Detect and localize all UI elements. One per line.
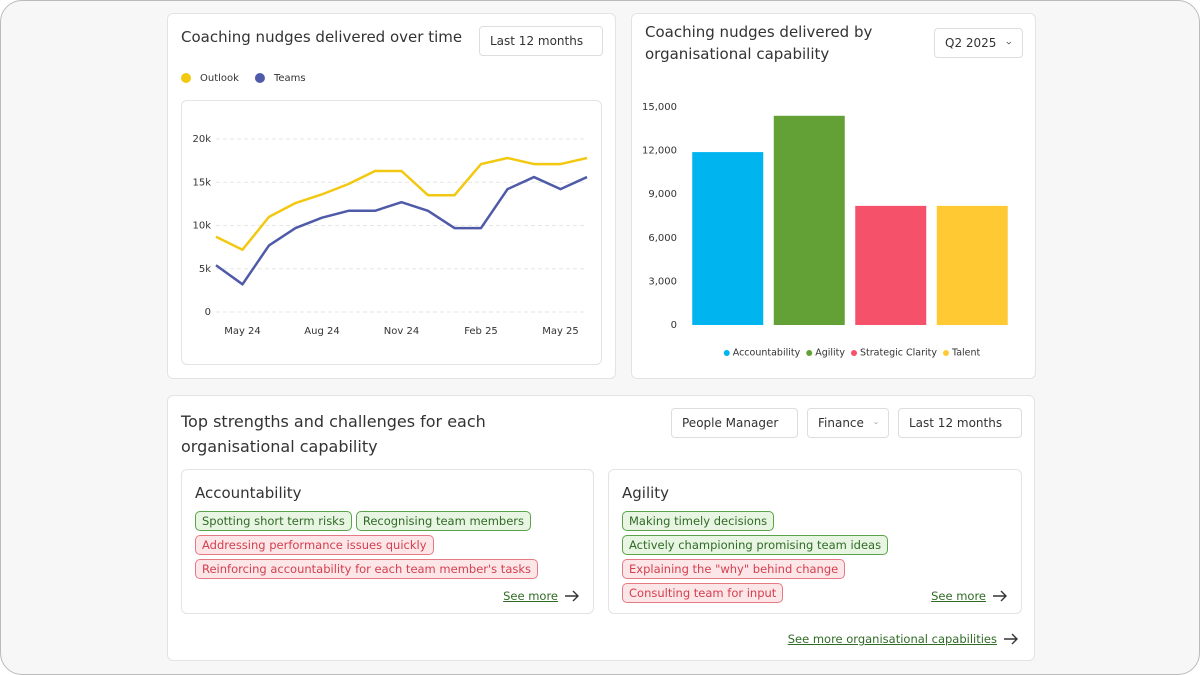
pills: Spotting short term risks Recognising tea… [195, 511, 580, 579]
y-tick-label: 20k [192, 134, 211, 145]
bar [692, 152, 764, 325]
challenge-pill: Reinforcing accountability for each team… [195, 559, 539, 579]
see-more-link[interactable]: See more [503, 589, 580, 603]
link-text: See more [503, 589, 558, 603]
capability-name: Agility [622, 484, 670, 502]
challenge-pill: Consulting team for input [622, 583, 784, 603]
link-text: See more organisational capabilities [787, 632, 997, 646]
y-tick-label: 6,000 [648, 233, 677, 244]
dropdown-label: Last 12 months [909, 416, 1003, 430]
legend-label: Talent [951, 348, 981, 359]
dropdown-label: Last 12 months [490, 34, 584, 48]
legend-label: Outlook [200, 73, 239, 84]
x-tick-label: May 25 [542, 326, 579, 337]
dropdown[interactable]: People Manager [671, 408, 798, 438]
bar [855, 205, 927, 325]
arrow [993, 590, 1007, 602]
see-more-capabilities-link[interactable]: See more organisational capabilities [788, 632, 1019, 646]
x-tick-label: Aug 24 [304, 326, 339, 337]
dropdown[interactable]: Finance [807, 408, 889, 438]
link-text: See more [931, 589, 986, 603]
capability-card: Accountability Spotting short term risks R… [181, 469, 594, 614]
dropdown[interactable]: Last 12 months [479, 26, 603, 56]
y-tick-label: 3,000 [648, 276, 677, 287]
challenge-pill: Explaining the "why" behind change [622, 559, 846, 579]
y-tick-label: 0 [671, 320, 677, 331]
chevron [1007, 41, 1012, 45]
dropdown-label: Q2 2025 [945, 36, 997, 50]
line-series [215, 175, 588, 286]
y-tick-label: 12,000 [642, 146, 677, 157]
see-more-link[interactable]: See more [931, 589, 1008, 603]
line-card [167, 13, 616, 379]
legend-dot [254, 73, 265, 83]
line-series [215, 156, 588, 251]
dropdown-label: Finance [818, 416, 864, 430]
dropdown-label: People Manager [682, 416, 779, 430]
legend-dot [723, 350, 730, 356]
x-tick-label: May 24 [224, 326, 261, 337]
y-tick-label: 5k [199, 264, 211, 275]
legend-dot [181, 73, 191, 83]
legend-dot [942, 350, 949, 356]
strength-pill: Making timely decisions [622, 511, 775, 531]
y-tick-label: 10k [192, 221, 211, 232]
legend-label: Strategic Clarity [860, 348, 937, 359]
bar [773, 115, 845, 325]
bar [936, 205, 1008, 325]
y-tick-label: 15,000 [642, 102, 677, 113]
x-tick-label: Nov 24 [384, 326, 419, 337]
dropdown[interactable]: Q2 2025 [934, 28, 1023, 58]
arrow [565, 590, 579, 602]
legend-label: Teams [273, 73, 306, 84]
capability-card: Agility Making timely decisions Actively c… [608, 469, 1022, 614]
capabilities-title: Top strengths and challenges for each or… [181, 412, 486, 456]
strength-pill: Recognising team members [355, 511, 532, 531]
dropdown[interactable]: Last 12 months [898, 408, 1022, 438]
challenge-pill: Addressing performance issues quickly [195, 535, 434, 555]
chevron [874, 422, 878, 425]
strength-pill: Spotting short term risks [195, 511, 352, 531]
legend-dot [806, 350, 813, 356]
y-tick-label: 9,000 [648, 189, 677, 200]
y-tick-label: 15k [192, 177, 211, 188]
plot-box [181, 100, 602, 365]
legend-dot [851, 350, 858, 356]
strength-pill: Actively championing promising team idea… [622, 535, 889, 555]
legend-label: Agility [815, 348, 845, 359]
x-tick-label: Feb 25 [464, 326, 498, 337]
arrow [1004, 633, 1018, 645]
bar-title: Coaching nudges delivered by organisatio… [645, 23, 873, 63]
legend-label: Accountability [733, 348, 801, 359]
pills: Making timely decisions Actively champion… [622, 511, 1008, 603]
line-title: Coaching nudges delivered over time [181, 28, 463, 46]
y-tick-label: 0 [205, 307, 211, 318]
capability-name: Accountability [195, 484, 302, 502]
